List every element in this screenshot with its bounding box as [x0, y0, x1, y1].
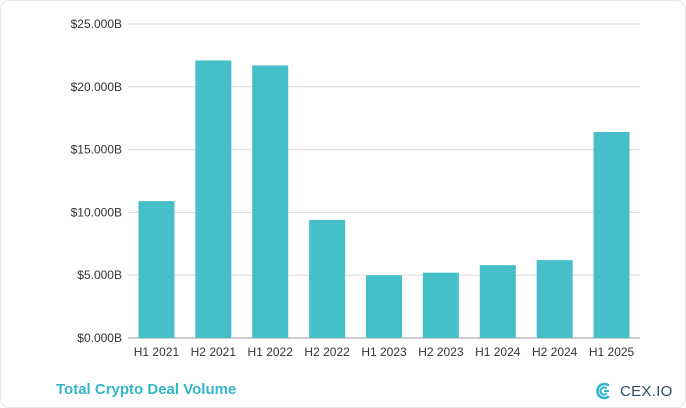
- y-tick-label: $20.000B: [71, 80, 122, 94]
- bar: [138, 201, 175, 338]
- x-tick-label: H2 2023: [418, 345, 464, 359]
- x-tick-label: H2 2024: [532, 345, 578, 359]
- bar: [309, 219, 346, 338]
- bar: [422, 272, 459, 338]
- bar: [479, 265, 516, 338]
- y-tick-label: $10.000B: [71, 205, 122, 219]
- bar: [366, 275, 402, 338]
- bar: [593, 132, 630, 338]
- y-tick-label: $15.000B: [71, 143, 122, 157]
- x-tick-label: H1 2022: [248, 345, 294, 359]
- x-tick-label: H2 2021: [191, 345, 237, 359]
- bar: [195, 60, 232, 338]
- y-tick-label: $5.000B: [77, 268, 122, 282]
- cex-logo-icon: [596, 382, 610, 400]
- y-tick-label: $25.000B: [71, 17, 122, 31]
- bar: [252, 65, 289, 338]
- x-tick-label: H1 2021: [134, 345, 180, 359]
- x-tick-label: H1 2023: [361, 345, 407, 359]
- cex-logo: CEX.IO: [594, 381, 673, 401]
- x-tick-label: H1 2025: [589, 345, 635, 359]
- y-tick-label: $0.000B: [77, 331, 122, 345]
- bar: [536, 260, 573, 338]
- x-tick-label: H1 2024: [475, 345, 521, 359]
- chart-caption: Total Crypto Deal Volume: [56, 381, 237, 398]
- x-tick-label: H2 2022: [304, 345, 350, 359]
- logo-wordmark: CEX.IO: [620, 382, 673, 400]
